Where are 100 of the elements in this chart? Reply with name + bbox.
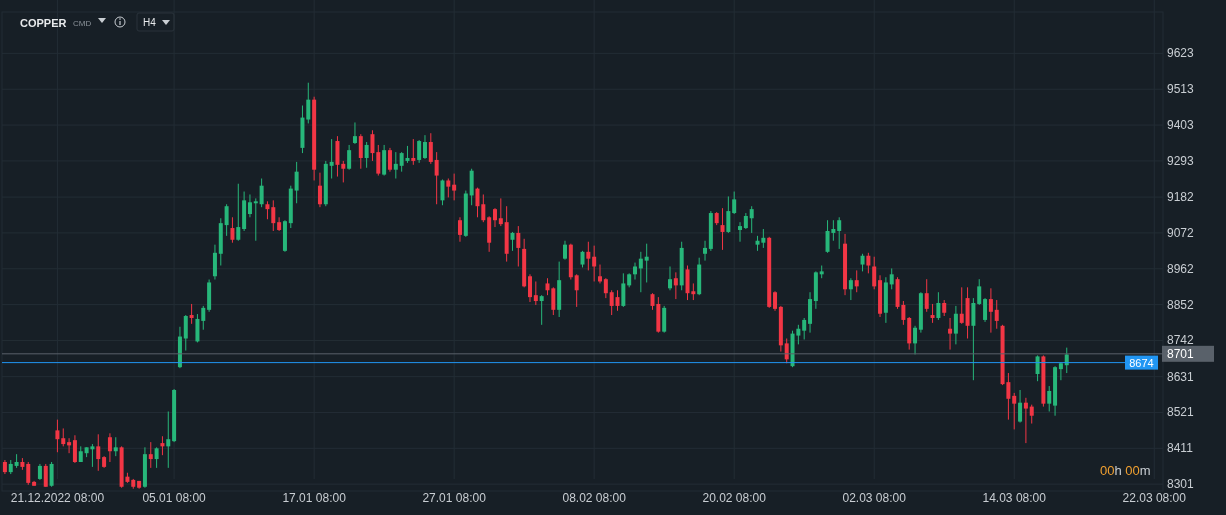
text: COPPER bbox=[20, 17, 67, 29]
candlestick bbox=[971, 297, 976, 381]
candlestick bbox=[341, 160, 346, 183]
x-tick-label: 02.03 08:00 bbox=[842, 491, 907, 505]
y-tick-label: 8411 bbox=[1167, 441, 1194, 456]
y-tick-label: 9623 bbox=[1167, 46, 1195, 61]
candlestick bbox=[936, 291, 941, 321]
candlestick bbox=[498, 197, 503, 227]
candlestick bbox=[598, 264, 602, 284]
candlestick bbox=[872, 256, 877, 290]
y-tick-label: 8631 bbox=[1167, 369, 1195, 384]
candlestick bbox=[183, 314, 188, 352]
candlestick bbox=[510, 231, 515, 252]
candlestick bbox=[306, 82, 311, 124]
candlestick bbox=[988, 287, 993, 334]
candlestick bbox=[924, 278, 929, 313]
candlestick bbox=[457, 216, 462, 243]
x-tick-label: 20.02 08:00 bbox=[702, 491, 767, 505]
candlestick bbox=[773, 290, 778, 312]
candlestick bbox=[563, 240, 567, 261]
candlestick bbox=[253, 197, 258, 242]
candlestick bbox=[364, 141, 369, 169]
x-tick-label: 14.03 08:00 bbox=[982, 491, 1047, 505]
candlestick bbox=[347, 144, 352, 171]
candlestick bbox=[977, 278, 982, 306]
candlestick bbox=[294, 161, 299, 204]
candlestick bbox=[317, 172, 322, 208]
candlestick bbox=[948, 317, 953, 351]
candlestick bbox=[533, 280, 538, 306]
ref-line-label: 8674 bbox=[1129, 356, 1154, 369]
candlestick bbox=[539, 294, 544, 326]
candlestick bbox=[1018, 389, 1023, 424]
candlestick bbox=[417, 139, 422, 164]
ref-line-label: 8701 bbox=[1167, 346, 1195, 361]
candlestick bbox=[247, 193, 252, 218]
candlestick bbox=[43, 463, 48, 488]
candlestick bbox=[428, 132, 433, 165]
candlestick bbox=[983, 297, 988, 323]
candlestick bbox=[446, 178, 451, 198]
candlestick bbox=[609, 289, 614, 316]
candlestick bbox=[492, 207, 497, 228]
candlestick bbox=[673, 271, 678, 300]
candlestick bbox=[621, 272, 626, 308]
y-tick-label: 8521 bbox=[1167, 405, 1195, 420]
candlestick bbox=[107, 432, 112, 463]
x-tick-label: 17.01 08:00 bbox=[282, 491, 347, 505]
candlestick bbox=[154, 446, 159, 469]
candlestick bbox=[230, 216, 235, 244]
candlestick bbox=[586, 241, 591, 271]
candlestick bbox=[994, 299, 999, 330]
candlestick bbox=[615, 289, 620, 312]
candlestick bbox=[592, 245, 597, 282]
candlestick bbox=[422, 134, 427, 160]
candlestick bbox=[633, 262, 638, 281]
candlestick bbox=[96, 433, 101, 472]
candlestick bbox=[668, 265, 673, 291]
candlestick bbox=[440, 178, 445, 206]
candlestick bbox=[358, 133, 363, 170]
candlestick bbox=[1047, 385, 1052, 412]
y-tick-label: 8852 bbox=[1167, 297, 1195, 312]
y-tick-label: 8962 bbox=[1167, 261, 1195, 276]
candlestick bbox=[574, 273, 579, 308]
candlestick bbox=[638, 251, 643, 293]
candlestick bbox=[195, 313, 200, 343]
candlestick bbox=[236, 183, 241, 242]
candlestick bbox=[212, 244, 217, 281]
candlestick bbox=[1012, 392, 1017, 430]
candlestick bbox=[1029, 404, 1034, 425]
candlestick bbox=[160, 435, 165, 456]
candlestick bbox=[953, 305, 958, 345]
candlestick bbox=[259, 178, 264, 208]
candlestick bbox=[26, 461, 31, 486]
candlestick bbox=[166, 410, 171, 469]
y-tick-label: 9293 bbox=[1167, 153, 1195, 168]
candlestick bbox=[201, 305, 206, 331]
x-tick-label: 08.02 08:00 bbox=[562, 491, 627, 505]
candlestick bbox=[959, 286, 964, 325]
candlestick bbox=[662, 305, 667, 334]
candlestick bbox=[49, 461, 54, 488]
candlestick bbox=[551, 286, 556, 316]
candlestick bbox=[434, 151, 439, 205]
y-tick-label: 8742 bbox=[1167, 333, 1195, 348]
y-tick-label: 9513 bbox=[1167, 82, 1195, 97]
candlestick bbox=[749, 205, 754, 234]
candlestick bbox=[603, 277, 608, 299]
x-tick-label: 21.12.2022 08:00 bbox=[10, 491, 105, 505]
candlestick bbox=[837, 216, 842, 250]
candlestick bbox=[370, 129, 375, 162]
candlestick bbox=[113, 436, 118, 457]
annotation: 00h 00m bbox=[1100, 463, 1151, 478]
candlestick bbox=[703, 240, 708, 262]
x-tick-label: 05.01 08:00 bbox=[142, 491, 207, 505]
candlestick bbox=[329, 138, 334, 180]
candlestick bbox=[189, 303, 194, 325]
candlestick bbox=[930, 303, 935, 324]
candlestick bbox=[1064, 347, 1069, 374]
candlestick bbox=[866, 252, 871, 274]
candlestick bbox=[67, 437, 72, 454]
annotation: CMD bbox=[73, 19, 92, 28]
y-tick-label: 9072 bbox=[1167, 225, 1195, 240]
